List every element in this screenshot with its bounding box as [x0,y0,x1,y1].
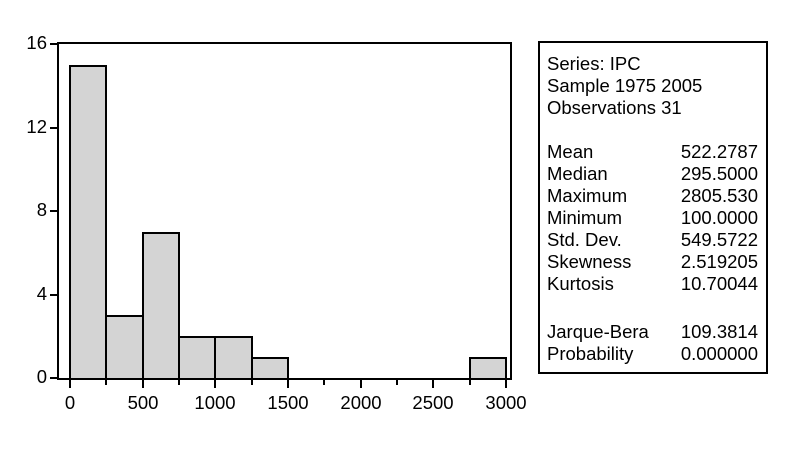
stat-row-probability: Probability 0.000000 [547,343,758,365]
stats-header-line-observations: Observations 31 [547,97,682,118]
x-tick-500 [142,378,144,388]
y-tick-8 [50,210,59,212]
stat-label-skewness: Skewness [547,251,632,272]
stat-label-probability: Probability [547,343,634,364]
stat-label-median: Median [547,163,608,184]
y-tick-12 [50,127,59,129]
stats-header-line-series: Series: IPC [547,53,641,74]
stat-label-kurtosis: Kurtosis [547,273,614,294]
x-minor-tick-1250 [251,378,253,385]
y-tick-16 [50,43,59,45]
stat-value-kurtosis: 10.70044 [680,273,758,294]
stat-label-mean: Mean [547,141,594,162]
stat-label-minimum: Minimum [547,207,623,228]
stat-value-minimum: 100.0000 [680,207,758,228]
stat-row-kurtosis: Kurtosis 10.70044 [547,273,758,295]
stat-label-jarque-bera: Jarque-Bera [547,321,649,342]
x-minor-tick-250 [105,378,107,385]
x-tick-2500 [432,378,434,388]
x-tick-1000 [214,378,216,388]
stat-row-maximum: Maximum 2805.530 [547,185,758,207]
stat-value-maximum: 2805.530 [680,185,758,206]
histogram-bar-250-500 [105,315,144,378]
stats-rows: Mean 522.2787 Median 295.5000 Maximum 2805.53… [547,141,758,295]
x-tick-1500 [287,378,289,388]
stat-label-maximum: Maximum [547,185,628,206]
histogram-plot: 0 500 1000 1500 2000 2500 3000 0 4 8 12 16 [26,32,526,413]
y-tick-0 [50,377,59,379]
x-minor-tick-750 [178,378,180,385]
histogram-bar-1250-1500 [251,357,289,378]
stat-row-std-dev: Std. Dev. 549.5722 [547,229,758,251]
stat-row-skewness: Skewness 2.519205 [547,251,758,273]
stat-label-std-dev: Std. Dev. [547,229,622,250]
stats-panel: Series: IPC Sample 1975 2005 Observations … [538,41,768,374]
histogram-bar-750-1000 [178,336,216,378]
y-tick-label-4: 4 [36,283,47,304]
stat-row-median: Median 295.5000 [547,163,758,185]
stat-row-minimum: Minimum 100.0000 [547,207,758,229]
x-minor-tick-2250 [396,378,398,385]
x-tick-label-2500: 2500 [412,392,454,413]
x-minor-tick-1750 [323,378,325,385]
stat-row-jarque-bera: Jarque-Bera 109.3814 [547,321,758,343]
x-tick-2000 [360,378,362,388]
stat-value-skewness: 2.519205 [680,251,758,272]
x-tick-label-2000: 2000 [340,392,382,413]
x-tick-label-1500: 1500 [267,392,309,413]
stat-value-std-dev: 549.5722 [680,229,758,250]
x-tick-label-3000: 3000 [485,392,527,413]
x-tick-label-500: 500 [127,392,159,413]
stats-header: Series: IPC Sample 1975 2005 Observations … [547,53,758,119]
x-tick-label-0: 0 [64,392,76,413]
stats-test-rows: Jarque-Bera 109.3814 Probability 0.000000 [547,321,758,365]
stat-row-mean: Mean 522.2787 [547,141,758,163]
histogram-bar-2750-3000 [469,357,507,378]
x-tick-3000 [505,378,507,388]
stat-value-median: 295.5000 [680,163,758,184]
histogram-bar-500-750 [142,232,180,378]
y-tick-label-8: 8 [36,199,47,220]
stat-value-mean: 522.2787 [680,141,758,162]
stat-value-jarque-bera: 109.3814 [680,321,758,342]
stat-value-probability: 0.000000 [680,343,758,364]
x-minor-tick-2750 [469,378,471,385]
y-tick-label-12: 12 [26,116,47,137]
y-tick-label-16: 16 [26,32,47,53]
histogram-bar-0-250 [69,65,107,378]
x-tick-label-1000: 1000 [194,392,236,413]
y-tick-label-0: 0 [36,366,47,387]
x-tick-0 [69,378,71,388]
histogram-bar-1000-1250 [214,336,253,378]
stats-header-line-sample: Sample 1975 2005 [547,75,703,96]
y-tick-4 [50,294,59,296]
